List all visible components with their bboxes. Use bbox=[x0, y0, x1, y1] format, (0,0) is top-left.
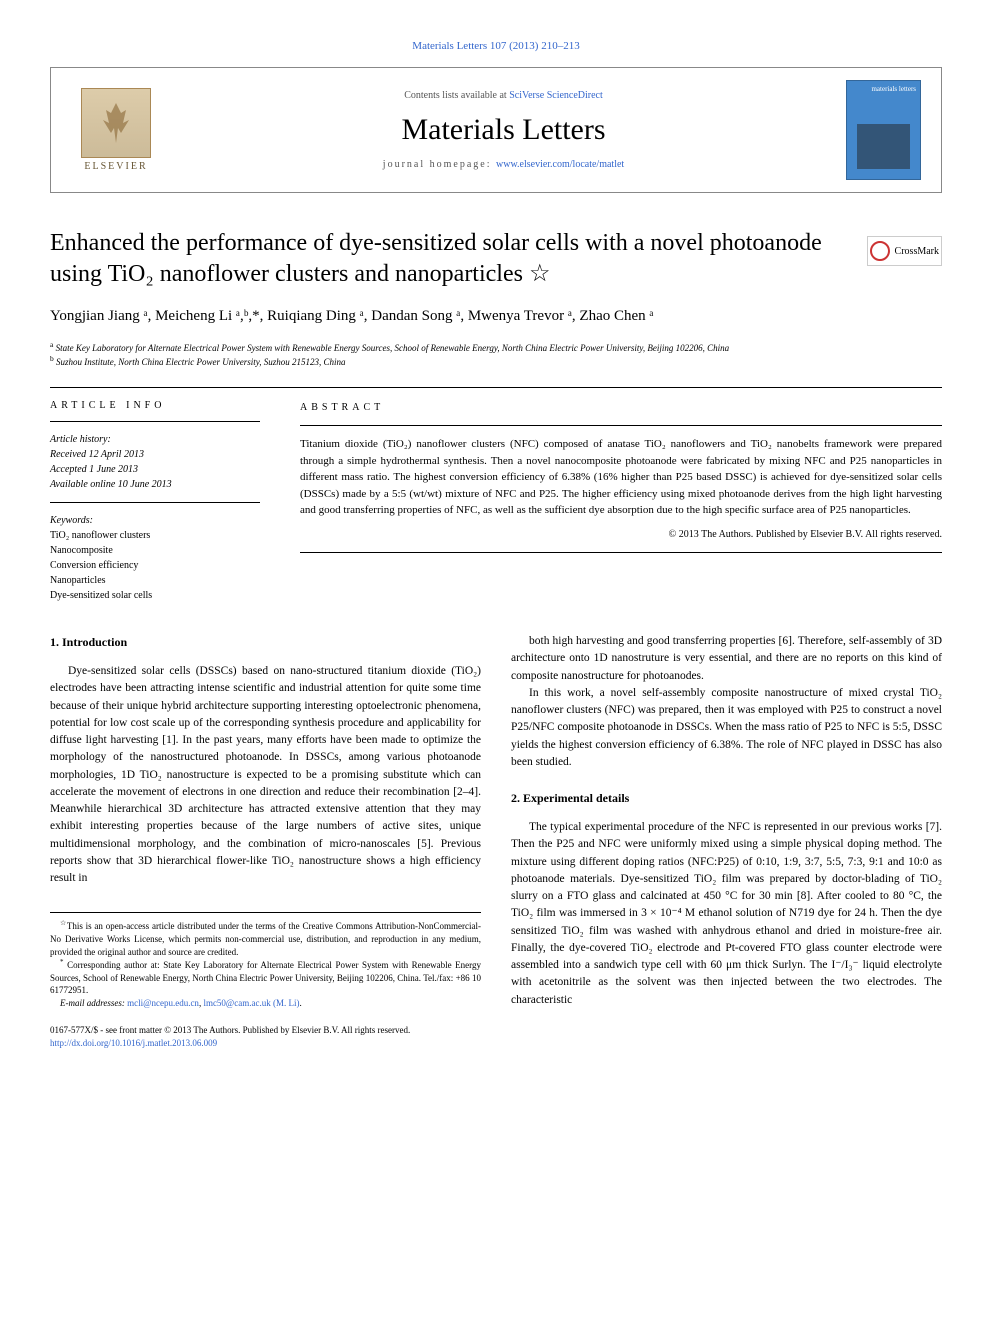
crossmark-label: CrossMark bbox=[895, 246, 939, 257]
homepage-link[interactable]: www.elsevier.com/locate/matlet bbox=[496, 159, 624, 170]
page-footer: 0167-577X/$ - see front matter © 2013 Th… bbox=[50, 1024, 942, 1049]
body-column-right: both high harvesting and good transferri… bbox=[511, 633, 942, 1009]
authors: Yongjian Jiang ᵃ, Meicheng Li ᵃ,ᵇ,*, Rui… bbox=[50, 305, 942, 328]
intro-paragraph-3: In this work, a novel self-assembly comp… bbox=[511, 685, 942, 771]
abstract-copyright: © 2013 The Authors. Published by Elsevie… bbox=[300, 527, 942, 542]
homepage-line: journal homepage: www.elsevier.com/locat… bbox=[161, 159, 846, 170]
article-info-label: ARTICLE INFO bbox=[50, 400, 260, 411]
affiliations: a State Key Laboratory for Alternate Ele… bbox=[50, 340, 942, 369]
intro-paragraph-2: both high harvesting and good transferri… bbox=[511, 633, 942, 685]
email-link-1[interactable]: mcli@ncepu.edu.cn bbox=[127, 998, 199, 1008]
abstract-label: ABSTRACT bbox=[300, 400, 942, 415]
email-link-2[interactable]: lmc50@cam.ac.uk (M. Li) bbox=[203, 998, 299, 1008]
body-column-left: 1. Introduction Dye-sensitized solar cel… bbox=[50, 633, 481, 1009]
exp-heading: 2. Experimental details bbox=[511, 789, 942, 807]
journal-name: Materials Letters bbox=[161, 113, 846, 147]
crossmark-icon bbox=[870, 241, 890, 261]
intro-heading: 1. Introduction bbox=[50, 633, 481, 651]
journal-header: ELSEVIER Contents lists available at Sci… bbox=[50, 67, 942, 193]
elsevier-label: ELSEVIER bbox=[84, 161, 147, 172]
contents-line: Contents lists available at SciVerse Sci… bbox=[161, 90, 846, 101]
exp-paragraph-1: The typical experimental procedure of th… bbox=[511, 819, 942, 1009]
elsevier-logo: ELSEVIER bbox=[71, 80, 161, 180]
doi-link[interactable]: http://dx.doi.org/10.1016/j.matlet.2013.… bbox=[50, 1038, 217, 1048]
abstract-text: Titanium dioxide (TiO₂) nanoflower clust… bbox=[300, 436, 942, 519]
sciencedirect-link[interactable]: SciVerse ScienceDirect bbox=[509, 90, 603, 101]
footnotes: ☆This is an open-access article distribu… bbox=[50, 912, 481, 1009]
elsevier-tree-icon bbox=[81, 88, 151, 158]
article-history: Article history: Received 12 April 2013 … bbox=[50, 432, 260, 492]
keywords: Keywords: TiO₂ nanoflower clusters Nanoc… bbox=[50, 513, 260, 603]
article-title: Enhanced the performance of dye-sensitiz… bbox=[50, 228, 867, 290]
journal-cover-thumb: materials letters bbox=[846, 80, 921, 180]
intro-paragraph-1: Dye-sensitized solar cells (DSSCs) based… bbox=[50, 663, 481, 887]
crossmark-badge[interactable]: CrossMark bbox=[867, 236, 942, 266]
journal-citation-top[interactable]: Materials Letters 107 (2013) 210–213 bbox=[50, 40, 942, 52]
cover-label: materials letters bbox=[871, 85, 916, 93]
